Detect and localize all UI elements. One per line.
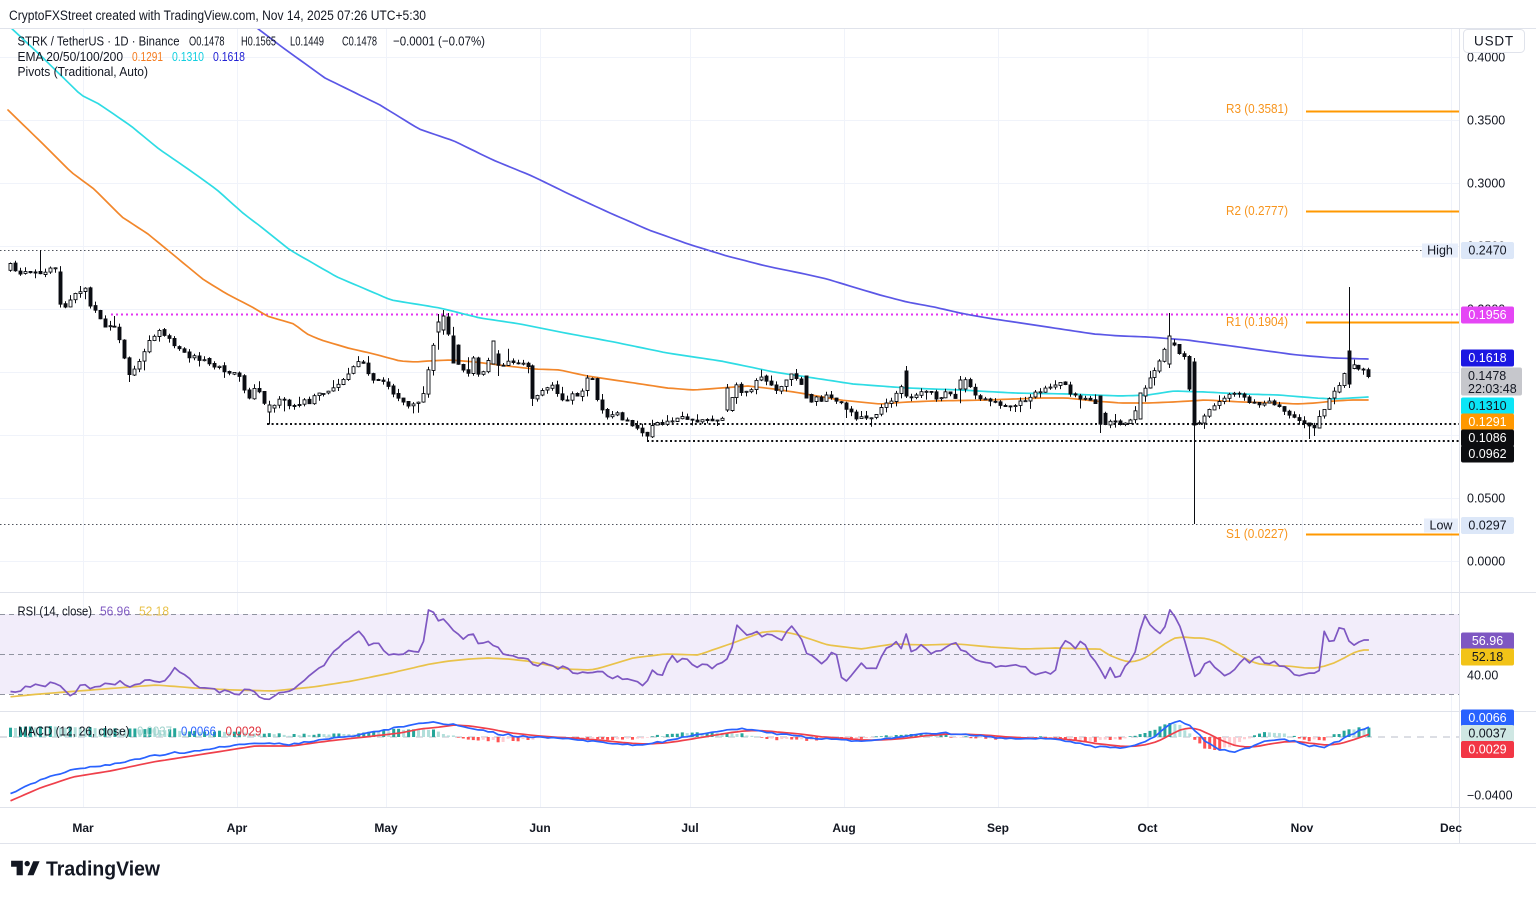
svg-text:40.00: 40.00: [1467, 669, 1498, 683]
svg-text:−0.0400: −0.0400: [1467, 789, 1513, 803]
svg-text:CryptoFXStreet created with Tr: CryptoFXStreet created with TradingView.…: [9, 8, 426, 23]
svg-text:0.0037: 0.0037: [1468, 727, 1506, 741]
svg-text:Low: Low: [1430, 519, 1454, 533]
svg-text:R3 (0.3581): R3 (0.3581): [1226, 102, 1288, 116]
svg-text:Aug: Aug: [832, 821, 855, 835]
svg-text:0.2470: 0.2470: [1468, 244, 1506, 258]
svg-text:TradingView: TradingView: [46, 858, 160, 880]
svg-text:O0.1478: O0.1478: [189, 34, 225, 49]
svg-text:0.0029: 0.0029: [1468, 743, 1506, 757]
svg-text:0.1310: 0.1310: [1468, 399, 1506, 413]
svg-text:−0.0001 (−0.07%): −0.0001 (−0.07%): [393, 34, 485, 49]
svg-text:0.1086: 0.1086: [1468, 431, 1506, 445]
svg-text:0.1956: 0.1956: [1468, 308, 1506, 322]
svg-text:R1 (0.1904): R1 (0.1904): [1226, 315, 1288, 329]
svg-text:0.1291: 0.1291: [1468, 415, 1506, 429]
svg-text:0.0500: 0.0500: [1467, 492, 1505, 506]
svg-text:High: High: [1427, 244, 1453, 258]
svg-text:0.0066: 0.0066: [181, 724, 216, 739]
svg-text:Dec: Dec: [1440, 821, 1462, 835]
svg-text:0.4000: 0.4000: [1467, 51, 1505, 65]
svg-text:Nov: Nov: [1291, 821, 1314, 835]
svg-text:0.0029: 0.0029: [226, 724, 262, 739]
svg-text:EMA 20/50/100/200: EMA 20/50/100/200: [18, 49, 124, 64]
svg-text:0.0000: 0.0000: [1467, 555, 1505, 569]
svg-text:USDT: USDT: [1474, 34, 1514, 49]
svg-text:Pivots (Traditional, Auto): Pivots (Traditional, Auto): [18, 64, 149, 79]
svg-text:22:03:48: 22:03:48: [1468, 382, 1517, 396]
svg-text:Apr: Apr: [227, 821, 248, 835]
svg-text:56.96: 56.96: [1472, 634, 1503, 648]
svg-text:May: May: [374, 821, 398, 835]
svg-text:0.3500: 0.3500: [1467, 114, 1505, 128]
svg-text:Oct: Oct: [1137, 821, 1157, 835]
svg-text:0.0962: 0.0962: [1468, 447, 1506, 461]
svg-text:0.1618: 0.1618: [1468, 351, 1506, 365]
svg-text:52.18: 52.18: [1472, 650, 1503, 664]
svg-text:Jun: Jun: [529, 821, 550, 835]
svg-text:0.1618: 0.1618: [213, 49, 245, 64]
svg-text:L0.1449: L0.1449: [290, 34, 324, 49]
svg-text:RSI (14, close): RSI (14, close): [18, 604, 93, 619]
svg-text:0.1291: 0.1291: [132, 49, 163, 64]
svg-text:0.0066: 0.0066: [1468, 711, 1506, 725]
svg-text:C0.1478: C0.1478: [342, 34, 377, 49]
svg-text:56.96: 56.96: [100, 604, 130, 619]
svg-text:H0.1565: H0.1565: [241, 34, 276, 49]
svg-text:Mar: Mar: [72, 821, 94, 835]
svg-text:Jul: Jul: [681, 821, 698, 835]
svg-text:0.0297: 0.0297: [1468, 519, 1506, 533]
svg-text:52.18: 52.18: [139, 604, 169, 619]
svg-text:MACD (12, 26, close): MACD (12, 26, close): [18, 724, 130, 739]
svg-text:0.3000: 0.3000: [1467, 177, 1505, 191]
svg-text:0.1478: 0.1478: [1468, 369, 1506, 383]
svg-text:0.0037: 0.0037: [137, 724, 172, 739]
svg-text:S1 (0.0227): S1 (0.0227): [1226, 527, 1288, 541]
svg-text:STRK / TetherUS · 1D · Binance: STRK / TetherUS · 1D · Binance: [18, 34, 180, 49]
svg-text:R2 (0.2777): R2 (0.2777): [1226, 204, 1288, 218]
svg-text:Sep: Sep: [987, 821, 1009, 835]
svg-text:0.1310: 0.1310: [172, 49, 204, 64]
